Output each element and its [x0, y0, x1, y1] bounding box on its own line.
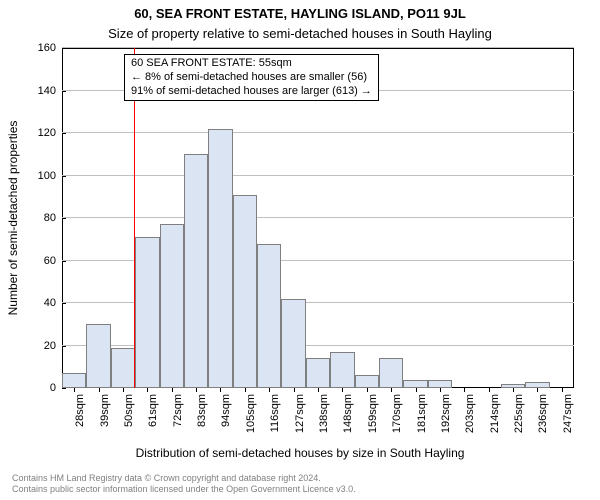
chart-title-line2: Size of property relative to semi-detach… [0, 26, 600, 41]
histogram-bar [86, 324, 110, 388]
x-tick-mark [220, 388, 221, 392]
footer-line1: Contains HM Land Registry data © Crown c… [12, 473, 356, 483]
x-tick-mark [269, 388, 270, 392]
gridline-h [62, 132, 574, 133]
y-tick-label: 100 [38, 170, 62, 182]
x-tick-label: 247sqm [562, 388, 574, 433]
x-tick-label: 148sqm [342, 388, 354, 433]
x-tick-mark [537, 388, 538, 392]
histogram-bar [184, 154, 208, 388]
x-tick-mark [123, 388, 124, 392]
histogram-bar [306, 358, 330, 388]
x-tick-mark [464, 388, 465, 392]
histogram-bar [160, 224, 184, 388]
histogram-bar [257, 244, 281, 389]
axis-right [573, 48, 574, 388]
x-tick-label: 214sqm [489, 388, 501, 433]
x-tick-label: 28sqm [74, 388, 86, 427]
y-tick-label: 140 [38, 85, 62, 97]
x-tick-mark [99, 388, 100, 392]
x-tick-mark [245, 388, 246, 392]
annotation-box: 60 SEA FRONT ESTATE: 55sqm← 8% of semi-d… [124, 54, 379, 101]
y-tick-label: 120 [38, 127, 62, 139]
histogram-bar [379, 358, 403, 388]
annotation-line: 91% of semi-detached houses are larger (… [131, 85, 372, 99]
x-tick-mark [440, 388, 441, 392]
annotation-line: 60 SEA FRONT ESTATE: 55sqm [131, 57, 372, 71]
histogram-bar [281, 299, 305, 388]
y-tick-label: 60 [44, 255, 62, 267]
histogram-bar [428, 380, 452, 389]
x-tick-label: 50sqm [123, 388, 135, 427]
histogram-bar [111, 348, 135, 388]
x-tick-label: 159sqm [367, 388, 379, 433]
footer-line2: Contains public sector information licen… [12, 484, 356, 494]
y-tick-label: 40 [44, 297, 62, 309]
x-tick-label: 83sqm [196, 388, 208, 427]
x-tick-label: 116sqm [269, 388, 281, 432]
x-tick-label: 225sqm [513, 388, 525, 433]
histogram-bar [403, 380, 427, 389]
y-tick-label: 0 [50, 382, 62, 394]
x-tick-mark [342, 388, 343, 392]
histogram-bar [208, 129, 232, 388]
x-tick-mark [367, 388, 368, 392]
gridline-h [62, 217, 574, 218]
annotation-line: ← 8% of semi-detached houses are smaller… [131, 71, 372, 85]
x-tick-mark [318, 388, 319, 392]
x-tick-mark [147, 388, 148, 392]
x-tick-mark [196, 388, 197, 392]
histogram-bar [233, 195, 257, 388]
x-tick-label: 170sqm [391, 388, 403, 433]
x-tick-mark [391, 388, 392, 392]
histogram-bar [62, 373, 86, 388]
x-tick-label: 138sqm [318, 388, 330, 433]
x-axis-label: Distribution of semi-detached houses by … [0, 446, 600, 460]
x-tick-mark [513, 388, 514, 392]
x-tick-label: 72sqm [172, 388, 184, 427]
x-tick-label: 203sqm [464, 388, 476, 433]
axis-top [62, 48, 574, 49]
x-tick-label: 39sqm [99, 388, 111, 427]
y-tick-label: 20 [44, 340, 62, 352]
gridline-h [62, 175, 574, 176]
x-tick-label: 181sqm [416, 388, 428, 433]
y-tick-label: 80 [44, 212, 62, 224]
x-tick-label: 236sqm [537, 388, 549, 433]
x-tick-label: 192sqm [440, 388, 452, 433]
x-tick-mark [416, 388, 417, 392]
footer-attribution: Contains HM Land Registry data © Crown c… [12, 473, 356, 494]
x-tick-mark [489, 388, 490, 392]
x-tick-label: 105sqm [245, 388, 257, 433]
histogram-bar [355, 375, 379, 388]
y-axis-label: Number of semi-detached properties [6, 121, 20, 316]
x-tick-label: 127sqm [294, 388, 306, 433]
gridline-h [62, 47, 574, 48]
x-tick-label: 94sqm [220, 388, 232, 427]
x-tick-mark [74, 388, 75, 392]
chart-title-line1: 60, SEA FRONT ESTATE, HAYLING ISLAND, PO… [0, 6, 600, 21]
histogram-bar [135, 237, 159, 388]
x-tick-mark [562, 388, 563, 392]
histogram-plot: 02040608010012014016028sqm39sqm50sqm61sq… [62, 48, 574, 388]
x-tick-mark [294, 388, 295, 392]
y-tick-label: 160 [38, 42, 62, 54]
x-tick-label: 61sqm [147, 388, 159, 427]
x-tick-mark [172, 388, 173, 392]
histogram-bar [330, 352, 354, 388]
